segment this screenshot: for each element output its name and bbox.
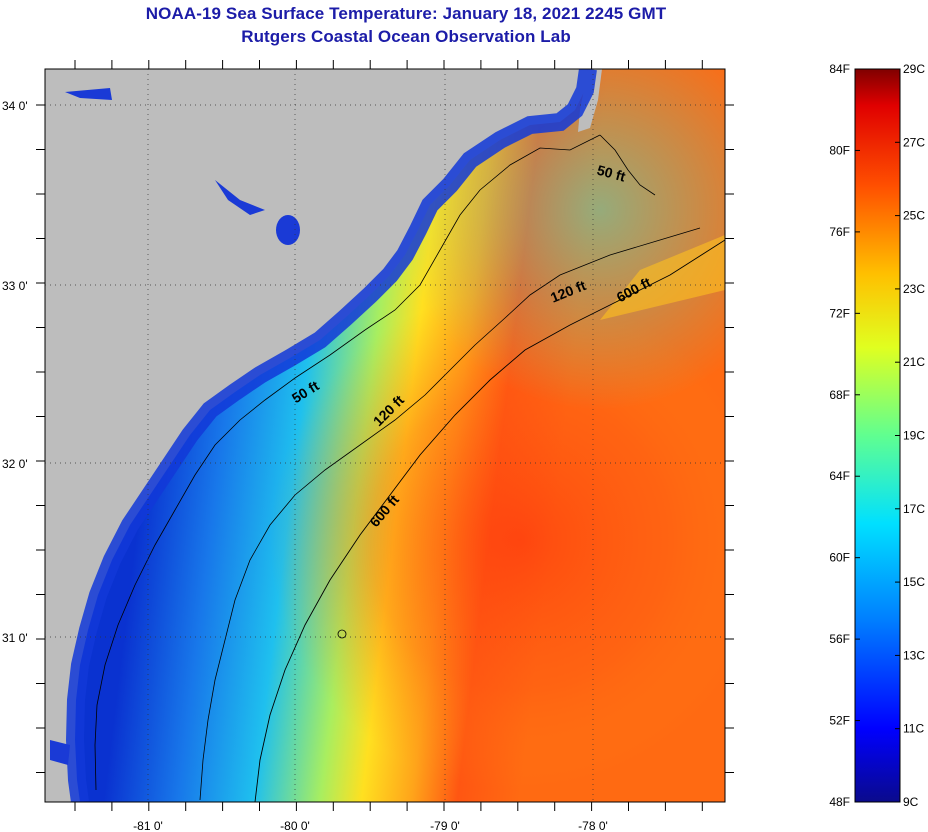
longitude-label: -78 0' — [578, 819, 608, 832]
colorbar-celsius-label: 19C — [903, 429, 925, 443]
latitude-label: 34 0' — [2, 99, 28, 113]
map-frame — [44, 68, 726, 803]
colorbar-fahrenheit-label: 68F — [829, 388, 850, 402]
colorbar-celsius-label: 25C — [903, 209, 925, 223]
longitude-label: -79 0' — [430, 819, 460, 832]
map-subtitle: Rutgers Coastal Ocean Observation Lab — [241, 27, 571, 46]
colorbar-fahrenheit-label: 64F — [829, 469, 850, 483]
latitude-labels: 34 0' 33 0' 32 0' 31 0' — [2, 99, 28, 645]
contour-600ft — [254, 239, 725, 802]
colorbar — [854, 68, 901, 803]
colorbar-fahrenheit-label: 72F — [829, 306, 850, 320]
land-mass — [45, 69, 588, 802]
colorbar-celsius-label: 21C — [903, 355, 925, 369]
map-grid — [36, 60, 734, 811]
colorbar-fahrenheit-label: 52F — [829, 714, 850, 728]
colorbar-celsius-label: 27C — [903, 135, 925, 149]
map-title: NOAA-19 Sea Surface Temperature: January… — [145, 4, 667, 23]
map-area — [45, 69, 725, 802]
colorbar-celsius-label: 13C — [903, 648, 925, 662]
contour-50ft — [94, 134, 601, 791]
colorbar-celsius-label: 17C — [903, 502, 925, 516]
longitude-labels: -81 0' -80 0' -79 0' -78 0' — [133, 819, 608, 832]
longitude-label: -81 0' — [133, 819, 163, 832]
colorbar-fahrenheit-label: 56F — [829, 632, 850, 646]
latitude-label: 32 0' — [2, 457, 28, 471]
colorbar-fahrenheit-labels: 84F 80F 76F 72F 68F 64F 60F 56F 52F 48F — [829, 62, 860, 809]
colorbar-fahrenheit-label: 60F — [829, 551, 850, 565]
colorbar-celsius-label: 11C — [903, 722, 924, 736]
colorbar-fahrenheit-label: 48F — [829, 795, 850, 809]
contour-120ft — [199, 227, 701, 801]
colorbar-fahrenheit-label: 76F — [829, 225, 850, 239]
latitude-label: 31 0' — [2, 631, 28, 645]
colorbar-celsius-label: 23C — [903, 282, 925, 296]
latitude-label: 33 0' — [2, 279, 28, 293]
longitude-label: -80 0' — [280, 819, 310, 832]
colorbar-fahrenheit-label: 84F — [829, 62, 850, 76]
colorbar-celsius-label: 29C — [903, 62, 925, 76]
colorbar-celsius-label: 9C — [903, 795, 919, 809]
contour-label: 50 ft — [595, 162, 627, 185]
colorbar-celsius-labels: 29C 27C 25C 23C 21C 19C 17C 15C 13C 11C 9C — [895, 62, 925, 809]
colorbar-fahrenheit-label: 80F — [829, 143, 850, 157]
colorbar-celsius-label: 15C — [903, 575, 925, 589]
